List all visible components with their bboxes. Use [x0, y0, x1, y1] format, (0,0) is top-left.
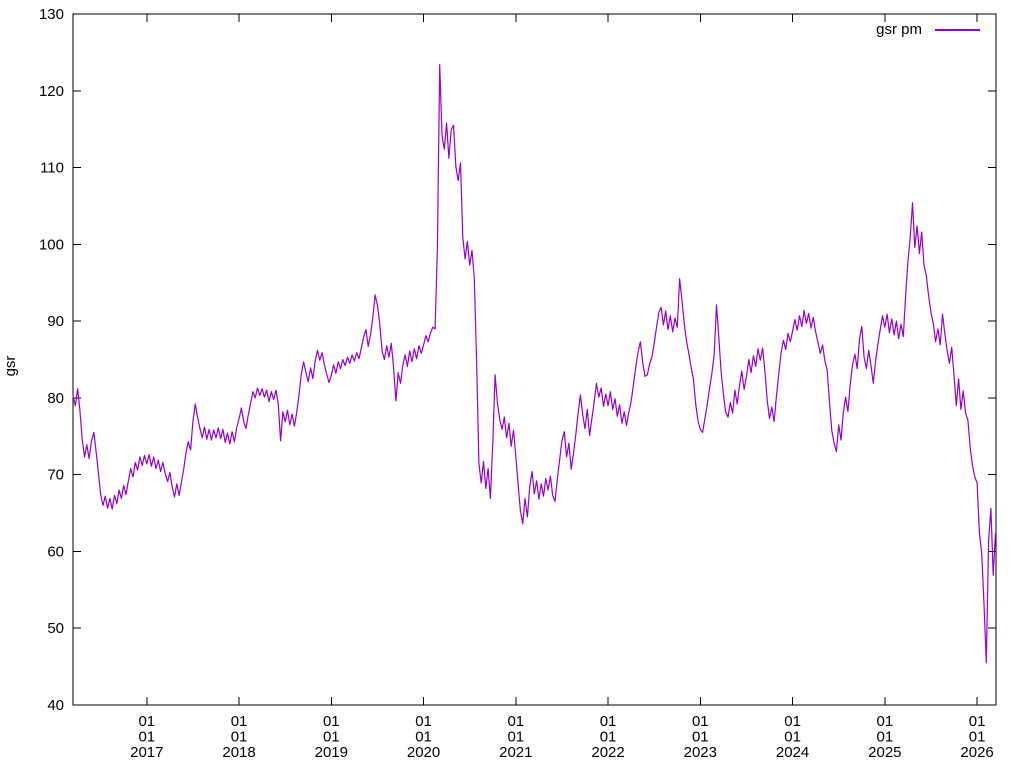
legend-line-sample [935, 28, 980, 31]
y-tick-label: 70 [47, 467, 64, 484]
x-tick-label: 01 [507, 729, 524, 746]
x-tick-label: 01 [323, 729, 340, 746]
x-tick-label: 2025 [868, 744, 901, 761]
x-tick-label: 2017 [130, 744, 163, 761]
x-tick-label: 2022 [591, 744, 624, 761]
x-tick-label: 2024 [776, 744, 809, 761]
x-tick-label: 01 [692, 713, 709, 730]
x-tick-label: 2019 [315, 744, 348, 761]
x-tick-label: 2026 [960, 744, 993, 761]
legend: gsr pm [876, 21, 980, 38]
y-tick-label: 40 [47, 697, 64, 714]
x-tick-label: 01 [138, 713, 155, 730]
x-tick-label: 2023 [684, 744, 717, 761]
x-tick-label: 01 [784, 729, 801, 746]
x-tick-label: 2018 [222, 744, 255, 761]
x-tick-label: 2020 [407, 744, 440, 761]
x-tick-label: 01 [323, 713, 340, 730]
x-tick-label: 01 [969, 729, 986, 746]
y-tick-label: 90 [47, 313, 64, 330]
x-tick-label: 01 [600, 713, 617, 730]
y-tick-label: 100 [39, 236, 64, 253]
x-tick-label: 01 [231, 729, 248, 746]
x-tick-label: 01 [692, 729, 709, 746]
plot-border [72, 13, 997, 706]
x-tick-label: 01 [600, 729, 617, 746]
y-tick-label: 110 [40, 160, 64, 177]
x-tick-label: 01 [876, 729, 893, 746]
x-tick-label: 01 [415, 729, 432, 746]
x-tick-label: 01 [415, 713, 432, 730]
axis-tick-marks [73, 13, 996, 706]
series-line-gsr-pm [72, 64, 997, 664]
y-tick-label: 120 [39, 83, 64, 100]
legend-label: gsr pm [876, 21, 922, 38]
y-axis-title: gsr [2, 356, 19, 377]
x-tick-label: 01 [231, 713, 248, 730]
x-tick-label: 01 [784, 713, 801, 730]
x-tick-label: 01 [507, 713, 524, 730]
y-tick-label: 80 [47, 390, 64, 407]
x-tick-label: 01 [138, 729, 155, 746]
y-tick-label: 130 [39, 6, 64, 23]
y-tick-label: 50 [47, 620, 64, 637]
x-tick-label: 2021 [499, 744, 532, 761]
y-tick-label: 60 [47, 543, 64, 560]
x-tick-label: 01 [876, 713, 893, 730]
x-tick-label: 01 [969, 713, 986, 730]
